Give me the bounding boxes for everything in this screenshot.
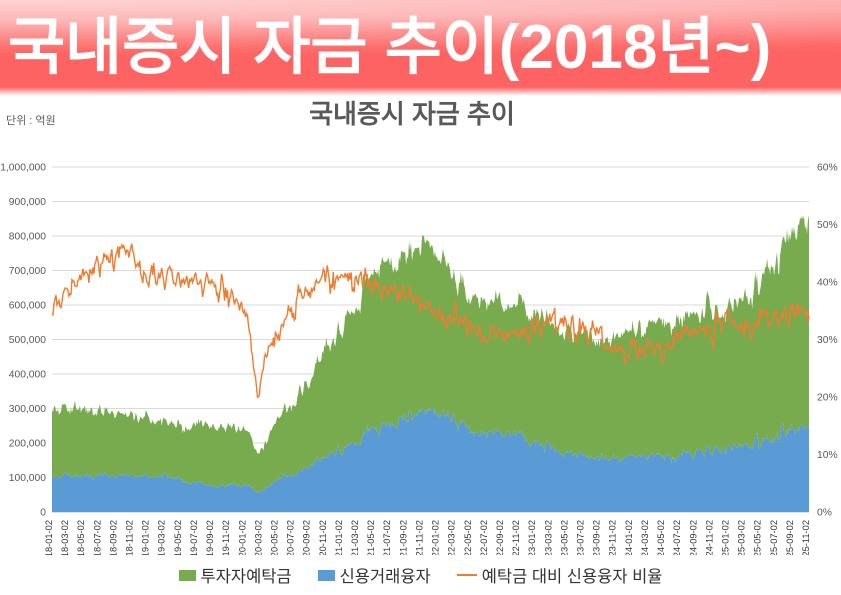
svg-text:18-07-02: 18-07-02 — [92, 520, 102, 555]
svg-text:22-11-02: 22-11-02 — [511, 520, 521, 555]
svg-text:22-03-02: 22-03-02 — [447, 520, 457, 555]
svg-text:25-05-02: 25-05-02 — [753, 520, 763, 555]
svg-text:24-07-02: 24-07-02 — [672, 520, 682, 555]
svg-text:21-07-02: 21-07-02 — [382, 520, 392, 555]
svg-text:23-11-02: 23-11-02 — [608, 520, 618, 555]
svg-text:25-07-02: 25-07-02 — [769, 520, 779, 555]
svg-text:0: 0 — [40, 508, 46, 519]
svg-text:23-03-02: 23-03-02 — [543, 520, 553, 555]
svg-text:22-09-02: 22-09-02 — [495, 520, 505, 555]
svg-text:18-05-02: 18-05-02 — [76, 520, 86, 555]
svg-text:25-11-02: 25-11-02 — [801, 520, 811, 555]
svg-text:300,000: 300,000 — [9, 404, 46, 415]
svg-text:900,000: 900,000 — [9, 197, 46, 208]
svg-text:21-11-02: 21-11-02 — [414, 520, 424, 555]
svg-text:20-03-02: 20-03-02 — [253, 520, 263, 555]
svg-text:100,000: 100,000 — [9, 473, 46, 484]
svg-text:21-03-02: 21-03-02 — [350, 520, 360, 555]
svg-text:22-05-02: 22-05-02 — [463, 520, 473, 555]
svg-text:24-03-02: 24-03-02 — [640, 520, 650, 555]
svg-text:20-07-02: 20-07-02 — [286, 520, 296, 555]
svg-text:23-05-02: 23-05-02 — [559, 520, 569, 555]
svg-text:국내증시 자금 추이: 국내증시 자금 추이 — [309, 99, 515, 129]
svg-text:20%: 20% — [817, 393, 838, 404]
svg-text:25-03-02: 25-03-02 — [737, 520, 747, 555]
svg-text:24-09-02: 24-09-02 — [688, 520, 698, 555]
svg-text:21-05-02: 21-05-02 — [366, 520, 376, 555]
svg-text:25-09-02: 25-09-02 — [785, 520, 795, 555]
svg-text:19-09-02: 19-09-02 — [205, 520, 215, 555]
svg-text:24-05-02: 24-05-02 — [656, 520, 666, 555]
svg-text:24-11-02: 24-11-02 — [704, 520, 714, 555]
svg-text:22-01-02: 22-01-02 — [431, 520, 441, 555]
svg-text:19-05-02: 19-05-02 — [173, 520, 183, 555]
svg-text:21-09-02: 21-09-02 — [398, 520, 408, 555]
svg-text:19-07-02: 19-07-02 — [189, 520, 199, 555]
svg-text:20-11-02: 20-11-02 — [318, 520, 328, 555]
svg-text:700,000: 700,000 — [9, 266, 46, 277]
svg-text:23-01-02: 23-01-02 — [527, 520, 537, 555]
svg-text:18-03-02: 18-03-02 — [60, 520, 70, 555]
svg-text:1,000,000: 1,000,000 — [0, 163, 46, 174]
svg-text:단위 : 억원: 단위 : 억원 — [6, 114, 56, 127]
svg-text:19-03-02: 19-03-02 — [157, 520, 167, 555]
svg-text:18-01-02: 18-01-02 — [44, 520, 54, 555]
svg-text:600,000: 600,000 — [9, 301, 46, 312]
svg-text:18-09-02: 18-09-02 — [108, 520, 118, 555]
svg-text:200,000: 200,000 — [9, 439, 46, 450]
svg-text:0%: 0% — [817, 508, 832, 519]
svg-text:10%: 10% — [817, 450, 838, 461]
svg-text:30%: 30% — [817, 335, 838, 346]
svg-text:25-01-02: 25-01-02 — [720, 520, 730, 555]
svg-text:20-09-02: 20-09-02 — [302, 520, 312, 555]
svg-text:20-05-02: 20-05-02 — [269, 520, 279, 555]
svg-text:400,000: 400,000 — [9, 370, 46, 381]
svg-text:19-11-02: 19-11-02 — [221, 520, 231, 555]
svg-text:23-09-02: 23-09-02 — [592, 520, 602, 555]
svg-text:23-07-02: 23-07-02 — [576, 520, 586, 555]
svg-text:500,000: 500,000 — [9, 335, 46, 346]
svg-text:50%: 50% — [817, 220, 838, 231]
svg-text:22-07-02: 22-07-02 — [479, 520, 489, 555]
svg-text:21-01-02: 21-01-02 — [334, 520, 344, 555]
svg-text:40%: 40% — [817, 278, 838, 289]
svg-text:24-01-02: 24-01-02 — [624, 520, 634, 555]
svg-text:20-01-02: 20-01-02 — [237, 520, 247, 555]
svg-text:19-01-02: 19-01-02 — [141, 520, 151, 555]
svg-text:60%: 60% — [817, 163, 838, 174]
svg-text:800,000: 800,000 — [9, 232, 46, 243]
svg-text:18-11-02: 18-11-02 — [125, 520, 135, 555]
